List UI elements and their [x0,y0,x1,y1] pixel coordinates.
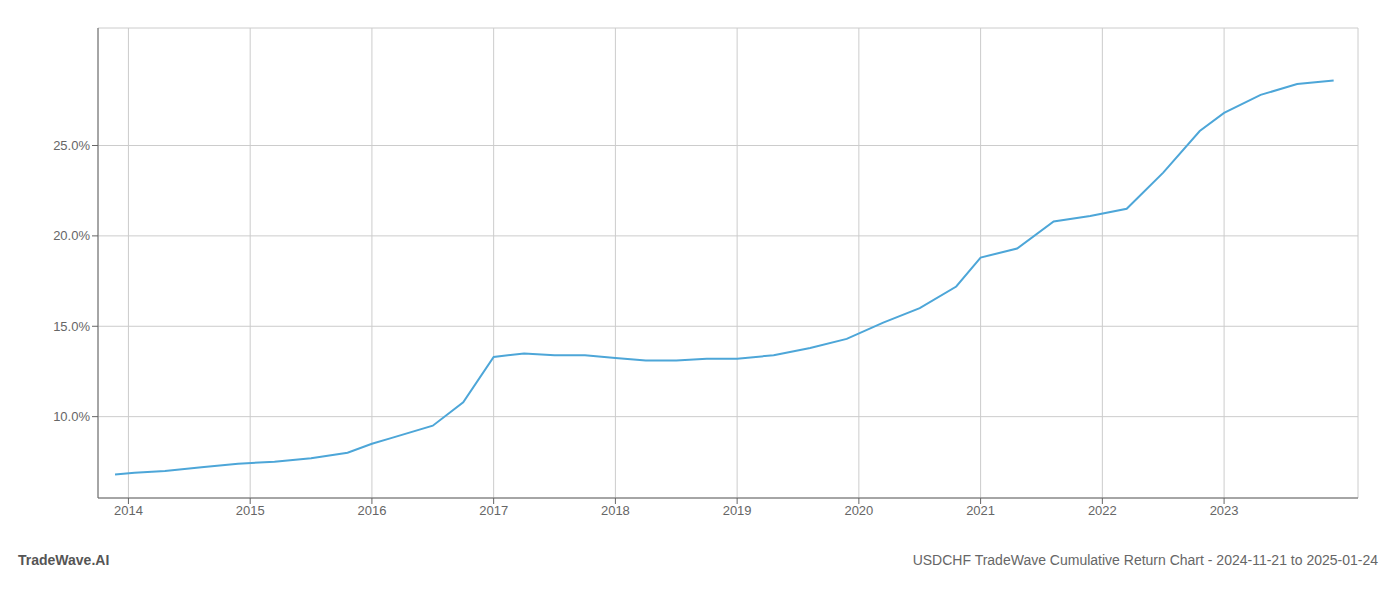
svg-text:2020: 2020 [844,503,873,518]
svg-text:20.0%: 20.0% [53,228,90,243]
svg-text:2019: 2019 [723,503,752,518]
svg-text:2018: 2018 [601,503,630,518]
svg-text:2021: 2021 [966,503,995,518]
svg-text:2014: 2014 [114,503,143,518]
svg-text:2023: 2023 [1210,503,1239,518]
html-text:TradeWave.AI: TradeWave.AI [18,552,110,568]
svg-text:2022: 2022 [1088,503,1117,518]
svg-text:15.0%: 15.0% [53,319,90,334]
svg-text:10.0%: 10.0% [53,409,90,424]
svg-text:2015: 2015 [236,503,265,518]
svg-text:2017: 2017 [479,503,508,518]
svg-text:2016: 2016 [357,503,386,518]
svg-text:25.0%: 25.0% [53,138,90,153]
html-text:USDCHF TradeWave Cumulative Re: USDCHF TradeWave Cumulative Return Chart… [912,552,1378,568]
